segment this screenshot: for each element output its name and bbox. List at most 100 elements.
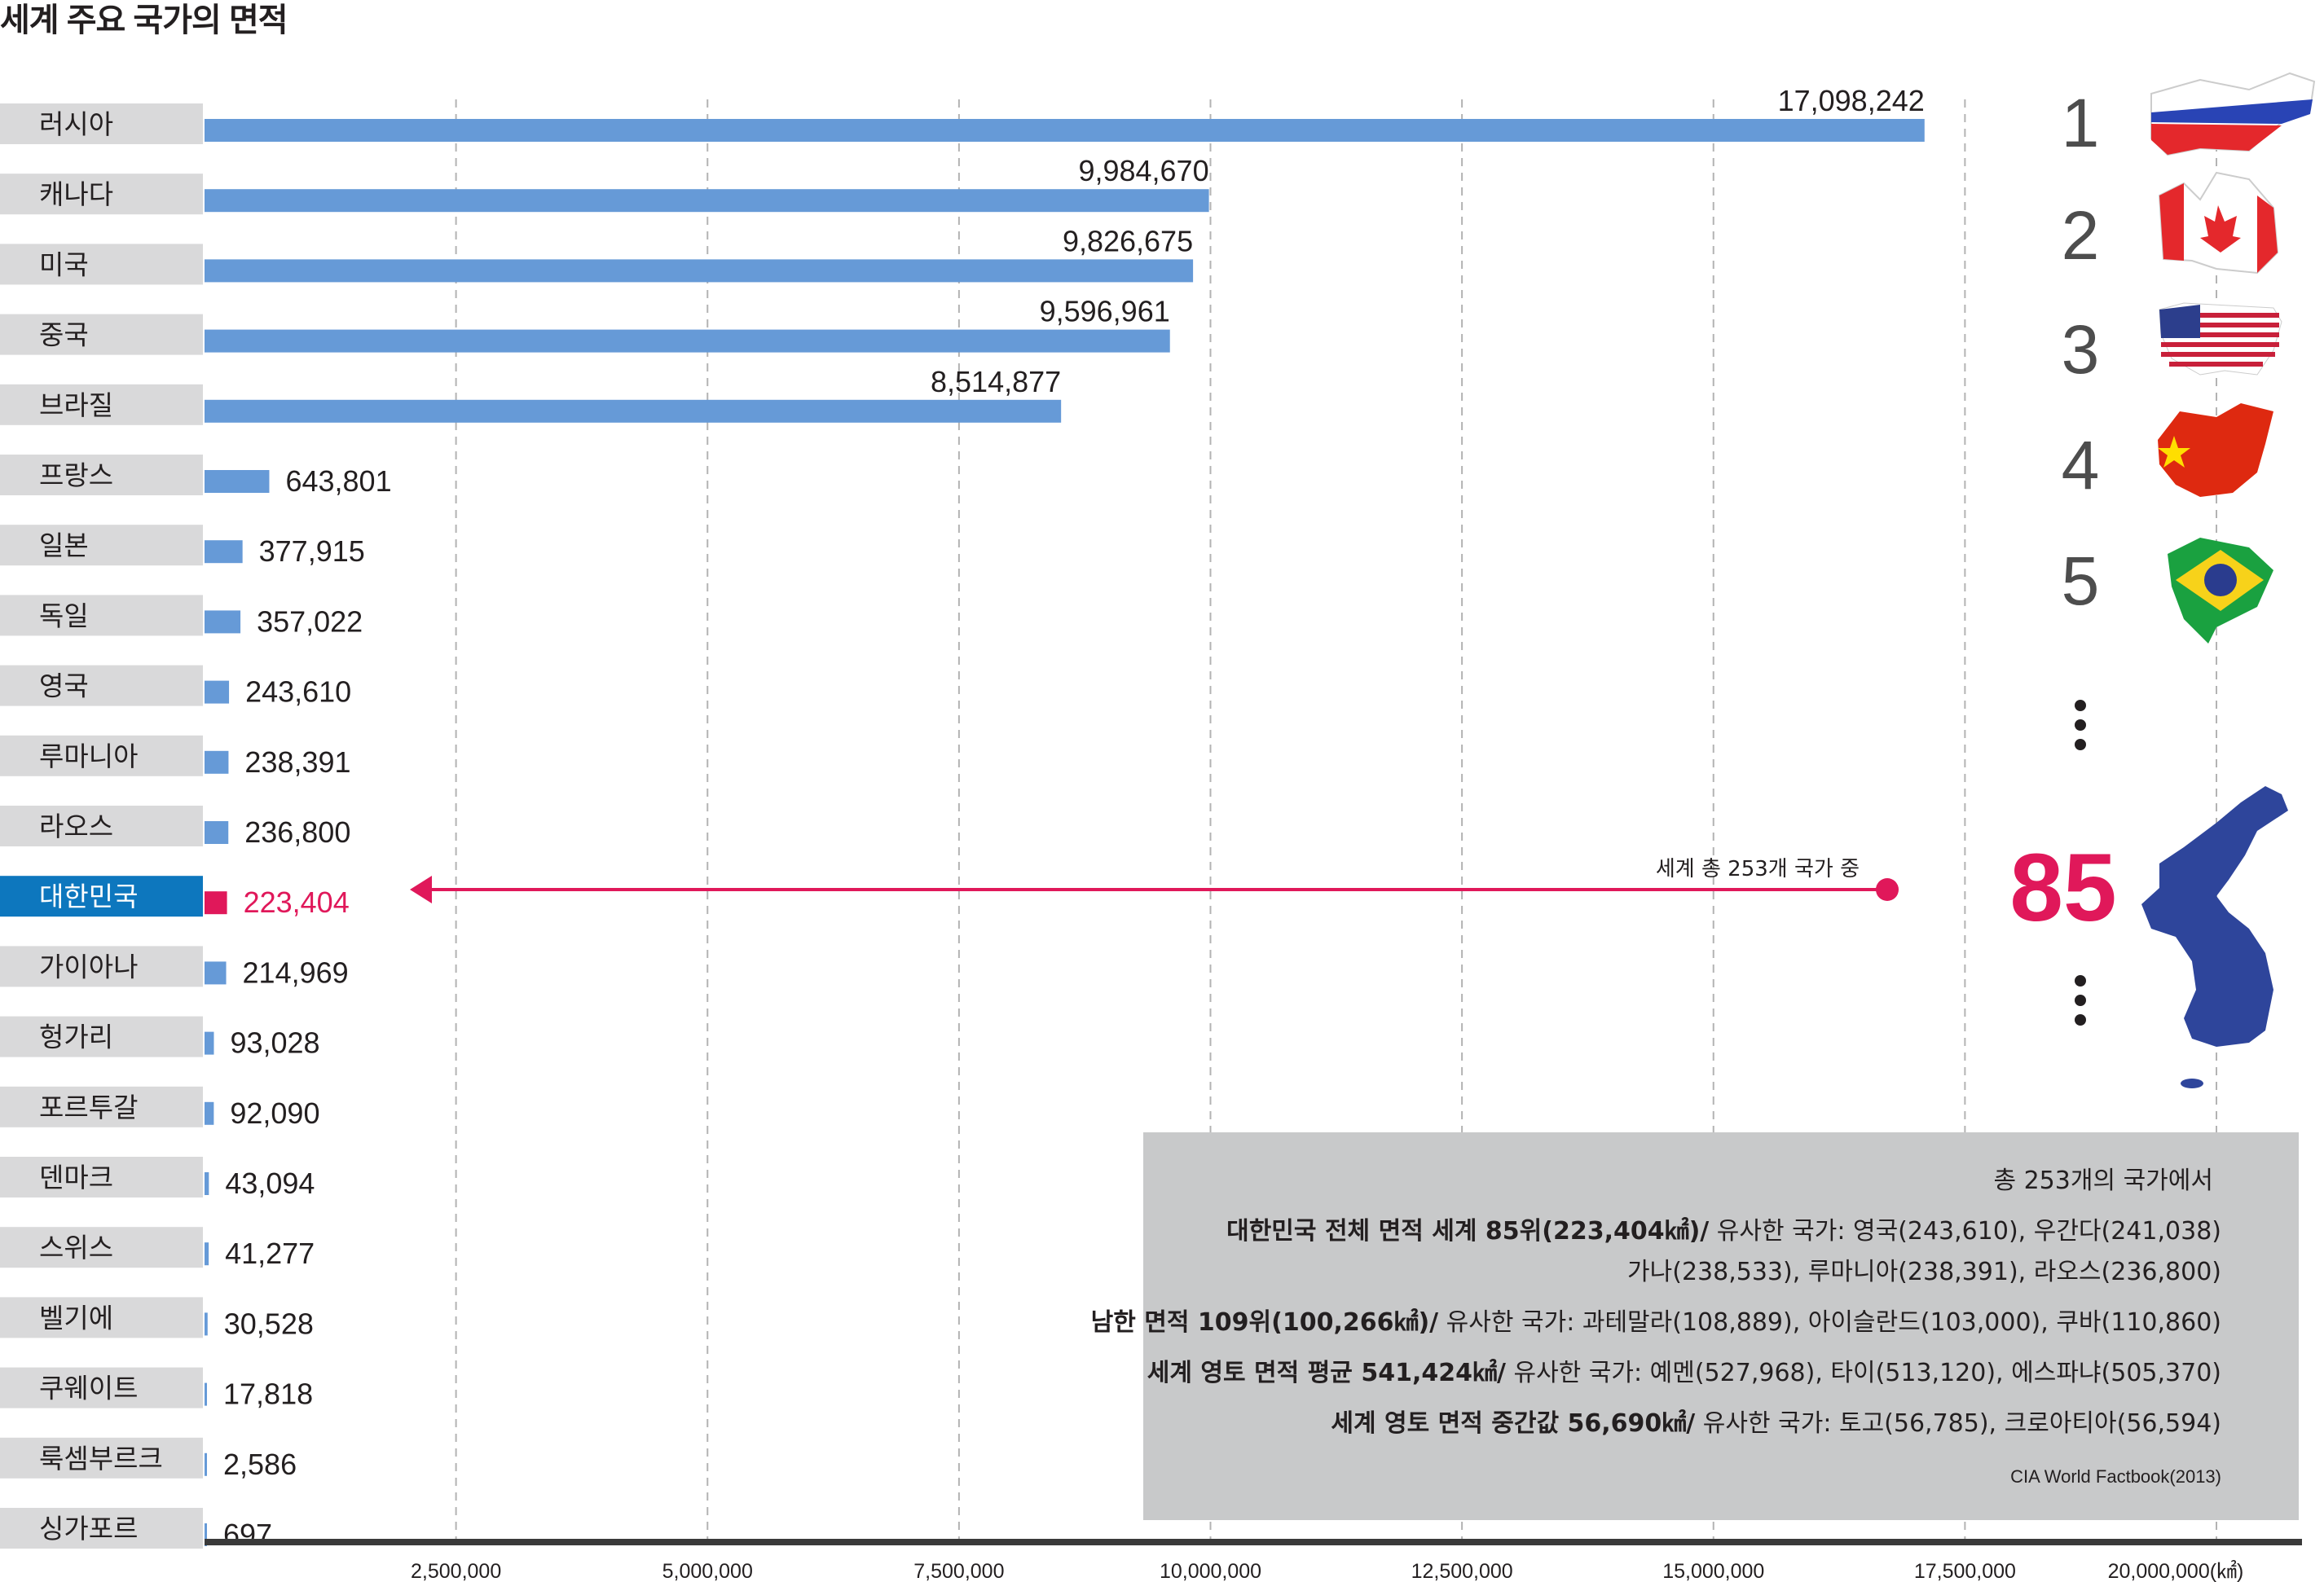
bar bbox=[205, 1031, 214, 1055]
usa-flag-map-icon bbox=[2159, 302, 2282, 376]
x-tick-label: 7,500,000 bbox=[913, 1560, 1004, 1582]
note-line-4: 세계 영토 면적 평균 541,424㎢/ 유사한 국가: 예멘(527,968… bbox=[1147, 1359, 2221, 1387]
bar bbox=[205, 189, 1209, 213]
value-label: 357,022 bbox=[257, 604, 363, 638]
value-label: 92,090 bbox=[230, 1096, 319, 1130]
bar bbox=[205, 961, 227, 985]
bar-row: 미국 9,826,675 bbox=[0, 224, 1194, 285]
category-label: 중국 bbox=[39, 319, 89, 351]
bar-row: 스위스 41,277 bbox=[0, 1227, 315, 1270]
category-label: 포르투갈 bbox=[39, 1092, 138, 1123]
category-label-bg bbox=[0, 244, 203, 285]
bar-row: 중국 9,596,961 bbox=[0, 295, 1170, 355]
category-label-bg bbox=[0, 525, 203, 566]
note-line-5: 세계 영토 면적 중간값 56,690㎢/ 유사한 국가: 토고(56,785)… bbox=[1331, 1409, 2221, 1438]
value-label: 9,826,675 bbox=[1063, 224, 1193, 257]
bar bbox=[205, 470, 270, 493]
ellipsis-dots bbox=[2075, 700, 2086, 750]
category-label: 싱가포르 bbox=[39, 1513, 138, 1545]
note-header: 총 253개의 국가에서 bbox=[1993, 1167, 2213, 1195]
category-label-bg bbox=[0, 314, 203, 355]
bars: 러시아 17,098,242 캐나다 9,984,670 미국 9,826,675 중국 9,… bbox=[0, 84, 1925, 1551]
dot bbox=[2075, 975, 2086, 987]
rank-number: 1 bbox=[2062, 85, 2100, 161]
x-tick-label: 10,000,000 bbox=[1160, 1560, 1261, 1582]
value-label: 243,610 bbox=[245, 675, 351, 709]
bar-row: 프랑스 643,801 bbox=[0, 455, 392, 498]
category-label: 일본 bbox=[39, 530, 89, 561]
dot bbox=[2075, 1014, 2086, 1026]
bar bbox=[205, 540, 243, 564]
category-label: 덴마크 bbox=[39, 1162, 113, 1193]
value-label: 93,028 bbox=[230, 1026, 319, 1060]
category-label-bg bbox=[0, 1227, 203, 1268]
arrow-head bbox=[410, 876, 432, 903]
category-label: 대한민국 bbox=[39, 881, 138, 912]
category-label: 가이아나 bbox=[39, 951, 138, 982]
note-line-5-bold: 세계 영토 면적 중간값 56,690㎢/ bbox=[1331, 1409, 1695, 1438]
category-label: 라오스 bbox=[39, 811, 113, 842]
value-label: 377,915 bbox=[259, 534, 365, 568]
bar-row: 독일 357,022 bbox=[0, 595, 363, 638]
rank-number: 4 bbox=[2062, 427, 2100, 503]
category-label: 벨기에 bbox=[39, 1302, 113, 1334]
value-label: 17,818 bbox=[223, 1378, 313, 1411]
bar bbox=[205, 1242, 209, 1266]
dot bbox=[2075, 700, 2086, 711]
bar-row: 러시아 17,098,242 bbox=[0, 84, 1925, 144]
value-label: 8,514,877 bbox=[931, 365, 1061, 398]
bar-row: 캐나다 9,984,670 bbox=[0, 154, 1209, 215]
bar-row: 룩셈부르크 2,586 bbox=[0, 1437, 297, 1481]
category-label-bg bbox=[0, 946, 203, 987]
x-tick-label: 2,500,000 bbox=[411, 1560, 501, 1582]
category-label-bg bbox=[0, 1016, 203, 1057]
highlight-rank: 85 bbox=[2009, 834, 2116, 942]
bar bbox=[205, 1101, 214, 1125]
value-label: 43,094 bbox=[225, 1167, 315, 1200]
note-box: 총 253개의 국가에서 대한민국 전체 면적 세계 85위(223,404㎢)… bbox=[1091, 1132, 2299, 1520]
rank-number: 5 bbox=[2062, 543, 2100, 619]
bar-row: 헝가리 93,028 bbox=[0, 1016, 320, 1060]
dot bbox=[2075, 995, 2086, 1006]
category-label-bg bbox=[0, 595, 203, 636]
category-label: 영국 bbox=[39, 670, 89, 702]
bar-row: 대한민국 223,404 bbox=[0, 876, 350, 919]
note-line-3-bold: 남한 면적 109위(100,266㎢)/ bbox=[1091, 1308, 1439, 1337]
category-label-bg bbox=[0, 1367, 203, 1408]
category-label: 헝가리 bbox=[39, 1022, 113, 1053]
category-label-bg bbox=[0, 876, 203, 917]
category-label: 브라질 bbox=[39, 389, 113, 421]
bar bbox=[205, 1312, 208, 1336]
bar bbox=[205, 1382, 207, 1406]
value-label: 697 bbox=[223, 1518, 272, 1551]
category-label: 루마니아 bbox=[39, 740, 138, 772]
bar-row: 가이아나 214,969 bbox=[0, 946, 349, 989]
bar bbox=[205, 610, 241, 634]
x-tick-label: 12,500,000 bbox=[1411, 1560, 1513, 1582]
dot bbox=[2075, 739, 2086, 750]
bar bbox=[205, 329, 1170, 353]
category-label-bg bbox=[0, 384, 203, 425]
x-tick-label: 17,500,000 bbox=[1914, 1560, 2016, 1582]
category-label-bg bbox=[0, 1157, 203, 1197]
arrow-label: 세계 총 253개 국가 중 bbox=[1656, 857, 1860, 881]
x-tick-label: 5,000,000 bbox=[662, 1560, 753, 1582]
note-line-3: 남한 면적 109위(100,266㎢)/ 유사한 국가: 과테말라(108,8… bbox=[1091, 1308, 2221, 1337]
bar bbox=[205, 399, 1062, 423]
category-label-bg bbox=[0, 174, 203, 215]
bar bbox=[205, 680, 230, 704]
bar bbox=[205, 891, 227, 915]
value-label: 17,098,242 bbox=[1778, 84, 1925, 117]
category-label: 룩셈부르크 bbox=[39, 1443, 163, 1474]
value-label: 236,800 bbox=[244, 815, 350, 849]
russia-flag-map-icon bbox=[2150, 72, 2316, 156]
value-label: 9,984,670 bbox=[1078, 154, 1208, 187]
chart-title: 세계 주요 국가의 면적 bbox=[0, 2, 288, 38]
note-line-1-bold: 대한민국 전체 면적 세계 85위(223,404㎢)/ bbox=[1226, 1217, 1709, 1246]
bar-row: 쿠웨이트 17,818 bbox=[0, 1367, 313, 1411]
category-label-bg bbox=[0, 806, 203, 846]
bar-row: 일본 377,915 bbox=[0, 525, 365, 568]
korea-map-icon bbox=[2141, 786, 2288, 1088]
dot bbox=[2075, 719, 2086, 731]
